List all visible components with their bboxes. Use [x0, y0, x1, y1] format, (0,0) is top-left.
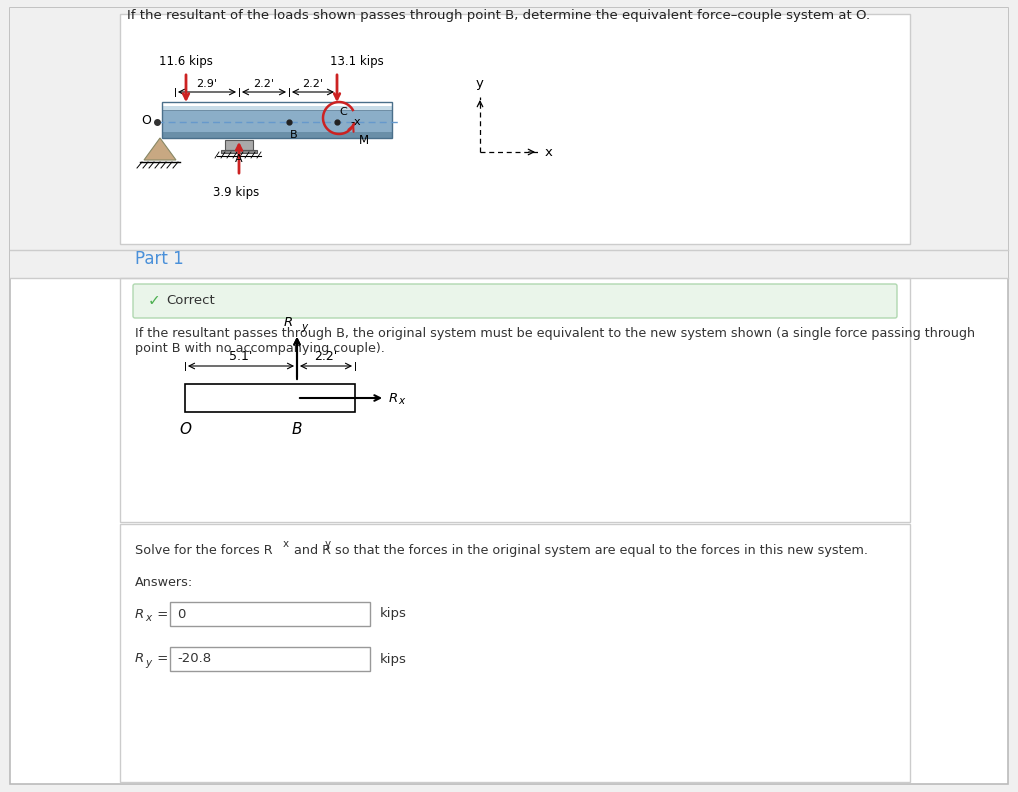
- Text: R: R: [135, 607, 145, 620]
- Bar: [170, 602, 370, 626]
- Bar: [225, 140, 253, 150]
- Text: y: y: [301, 322, 307, 332]
- Bar: [162, 132, 392, 138]
- Bar: [120, 524, 910, 782]
- Bar: [10, 250, 1008, 278]
- Text: O: O: [142, 115, 151, 128]
- Text: -20.8: -20.8: [177, 653, 211, 665]
- Text: and R: and R: [290, 544, 331, 557]
- Bar: [120, 278, 910, 522]
- Text: x: x: [283, 539, 289, 549]
- Bar: [10, 8, 1008, 252]
- Text: 0: 0: [177, 607, 185, 620]
- Text: R: R: [284, 316, 293, 329]
- Text: -x: -x: [350, 117, 360, 127]
- Text: 13.1 kips: 13.1 kips: [330, 55, 384, 68]
- Text: =: =: [153, 653, 168, 665]
- Text: kips: kips: [380, 653, 407, 665]
- Text: y: y: [476, 77, 484, 90]
- FancyBboxPatch shape: [133, 284, 897, 318]
- Text: 2.2': 2.2': [315, 350, 338, 363]
- Text: y: y: [145, 658, 151, 668]
- Text: point B with no accompanying couple).: point B with no accompanying couple).: [135, 342, 385, 355]
- Text: x: x: [398, 396, 404, 406]
- Text: y: y: [325, 539, 331, 549]
- Polygon shape: [144, 138, 176, 160]
- Bar: [120, 14, 910, 244]
- Bar: [221, 150, 257, 153]
- Text: 3.9 kips: 3.9 kips: [213, 186, 260, 199]
- Text: R: R: [135, 653, 145, 665]
- Text: 11.6 kips: 11.6 kips: [159, 55, 213, 68]
- Text: O: O: [179, 422, 191, 437]
- Bar: [185, 384, 355, 412]
- Bar: [170, 647, 370, 671]
- Text: x: x: [545, 146, 553, 158]
- Text: =: =: [153, 607, 168, 620]
- Text: B: B: [292, 422, 302, 437]
- Text: so that the forces in the original system are equal to the forces in this new sy: so that the forces in the original syste…: [331, 544, 868, 557]
- Bar: [162, 102, 392, 138]
- Bar: [162, 106, 392, 110]
- Text: 2.2': 2.2': [253, 79, 275, 89]
- Text: M: M: [359, 134, 370, 147]
- Text: ✓: ✓: [148, 294, 161, 309]
- Text: 5.1': 5.1': [229, 350, 252, 363]
- Text: C: C: [339, 107, 347, 117]
- Text: 2.2': 2.2': [302, 79, 324, 89]
- Text: A: A: [235, 154, 243, 164]
- Text: kips: kips: [380, 607, 407, 620]
- Text: If the resultant of the loads shown passes through point B, determine the equiva: If the resultant of the loads shown pass…: [127, 9, 870, 22]
- Text: Answers:: Answers:: [135, 576, 193, 589]
- Text: R: R: [389, 391, 398, 405]
- Text: Part 1: Part 1: [135, 250, 184, 268]
- Text: Correct: Correct: [166, 295, 215, 307]
- Text: B: B: [290, 130, 297, 140]
- Bar: [162, 110, 392, 132]
- Text: 2.9': 2.9': [196, 79, 218, 89]
- Text: If the resultant passes through B, the original system must be equivalent to the: If the resultant passes through B, the o…: [135, 327, 975, 340]
- Text: Solve for the forces R: Solve for the forces R: [135, 544, 273, 557]
- Text: x: x: [145, 613, 151, 623]
